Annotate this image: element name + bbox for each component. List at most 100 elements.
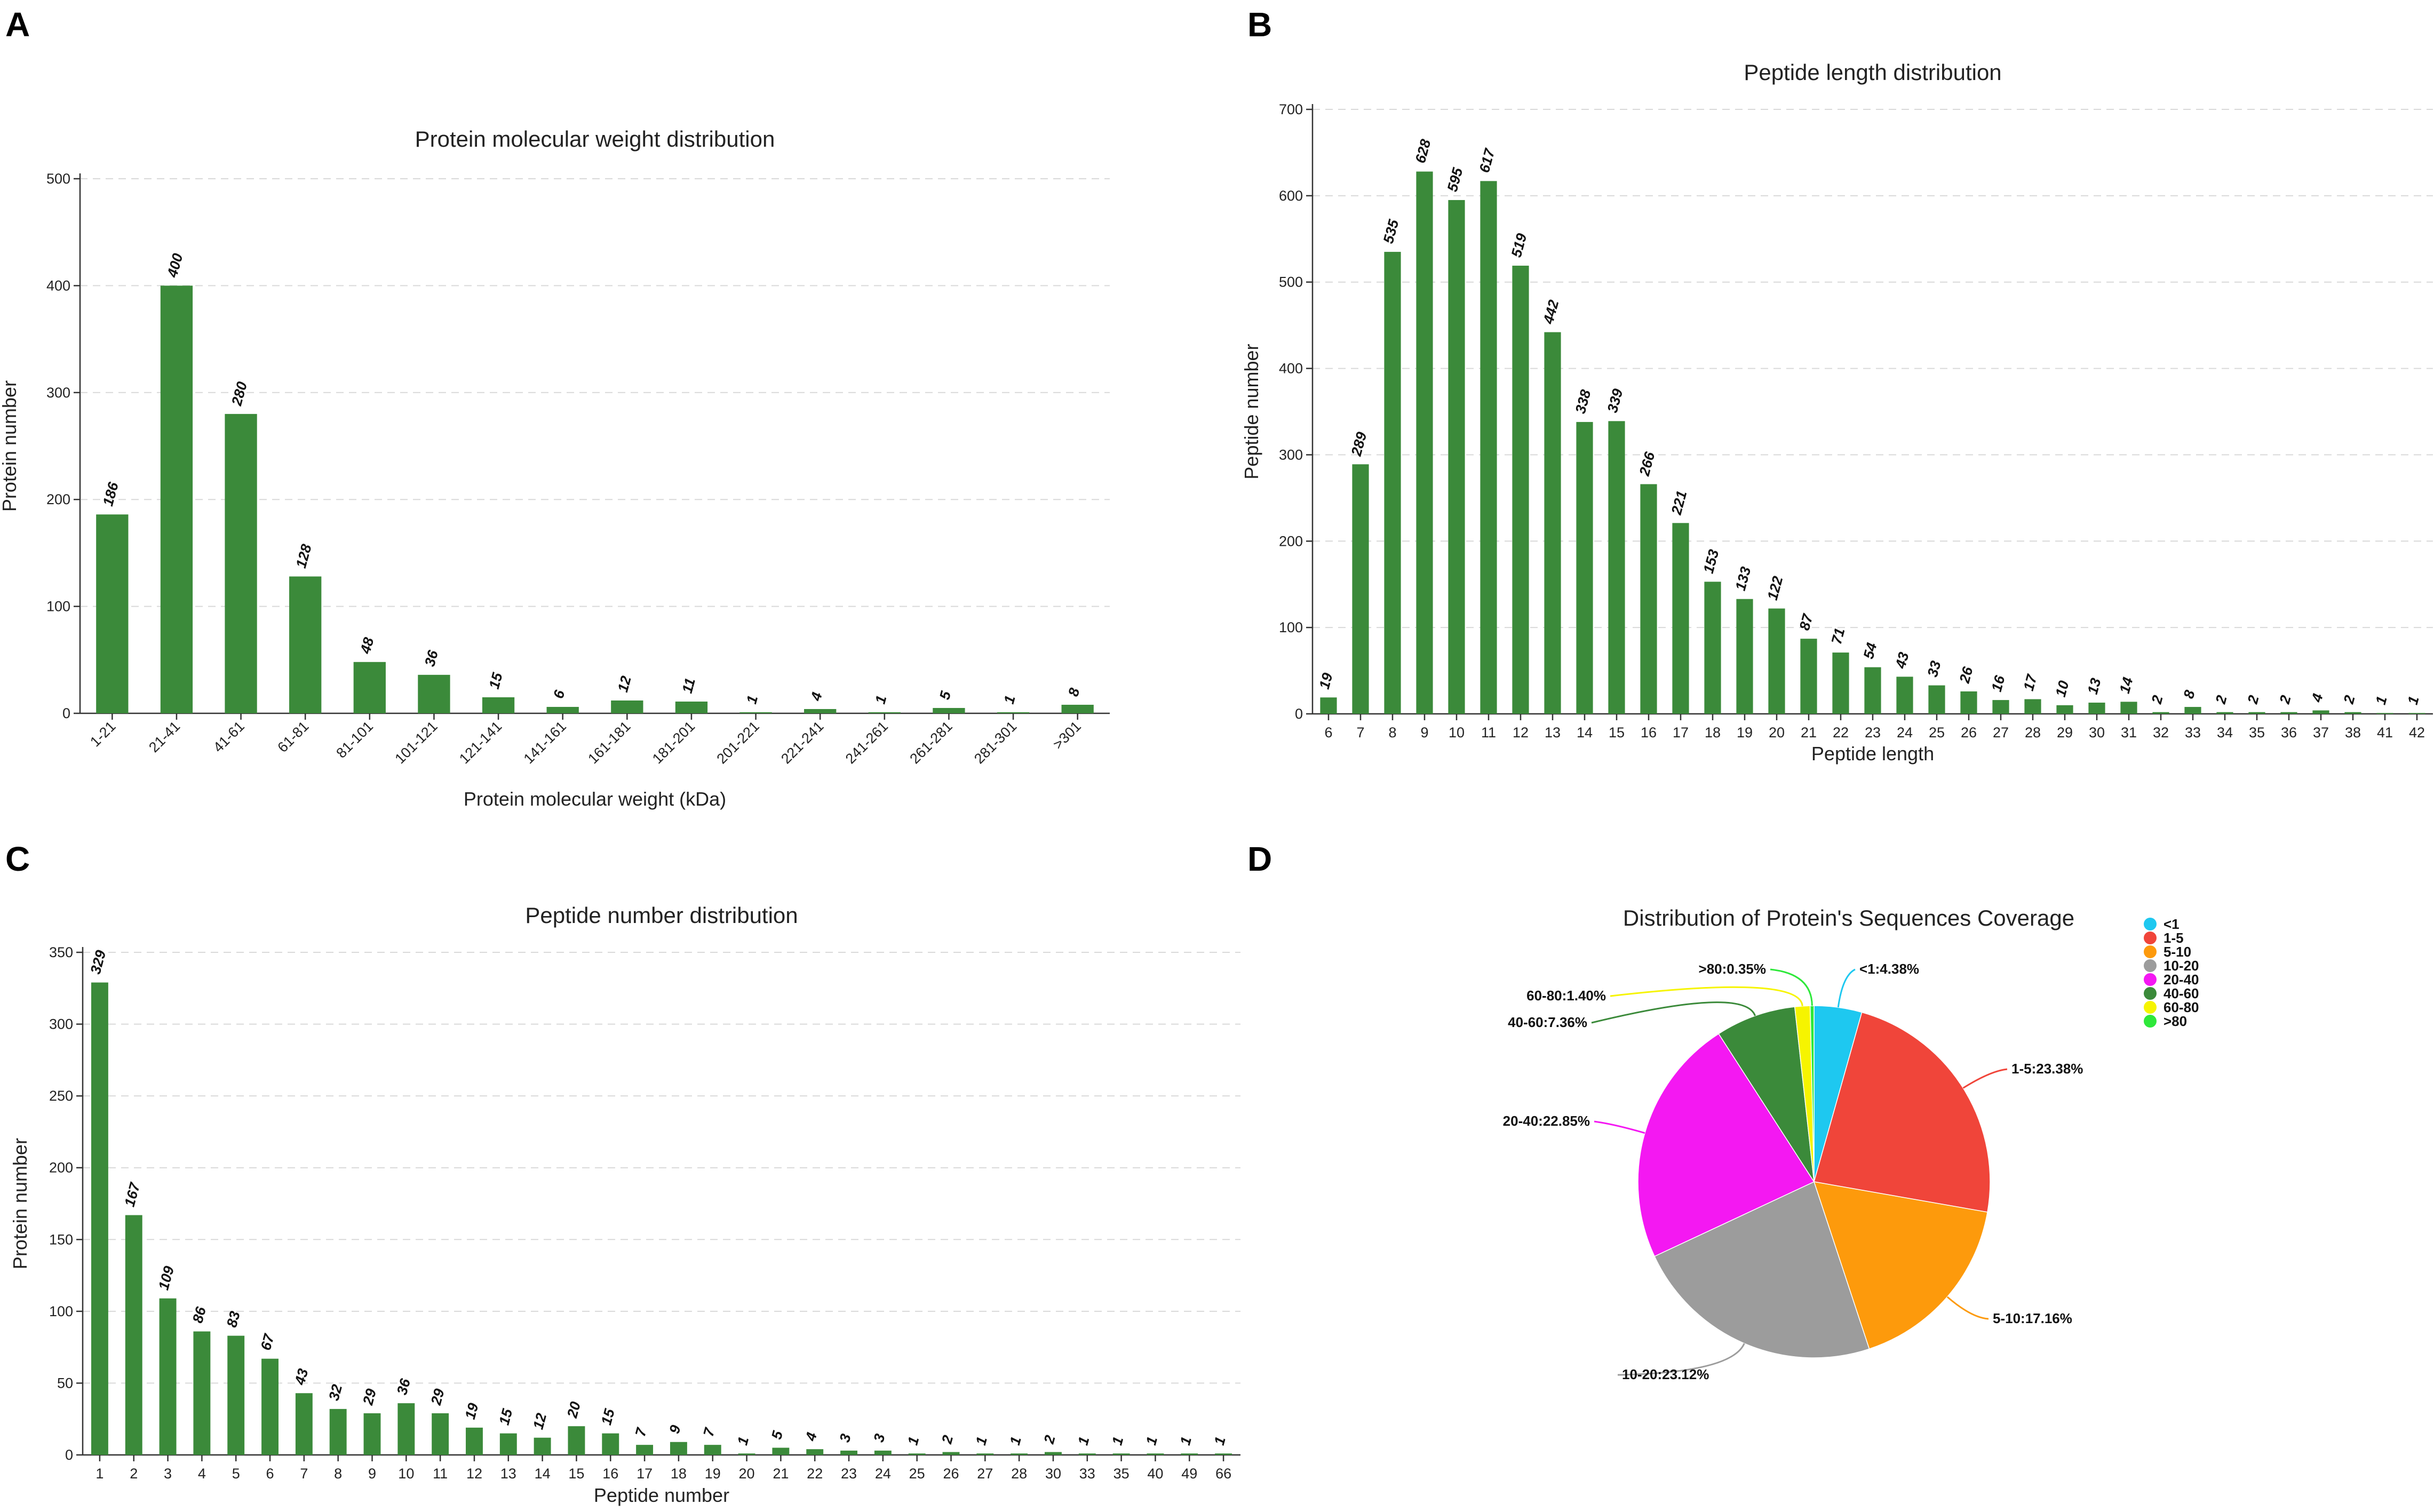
x-tick-label: 28 — [1011, 1466, 1027, 1482]
x-tick-label: 29 — [2057, 725, 2073, 741]
x-tick-label: 20 — [739, 1466, 755, 1482]
y-tick-label: 0 — [65, 1447, 73, 1463]
x-tick-label: 19 — [1737, 725, 1753, 741]
y-tick-label: 250 — [49, 1088, 73, 1104]
x-tick-label: 14 — [535, 1466, 551, 1482]
x-tick-label: 37 — [2313, 725, 2329, 741]
x-tick-label: 19 — [705, 1466, 721, 1482]
y-tick-label: 200 — [46, 491, 70, 507]
x-tick-label: 9 — [368, 1466, 376, 1482]
bar — [261, 1358, 279, 1455]
x-tick-label: 34 — [2217, 725, 2233, 741]
x-tick-label: 8 — [1388, 725, 1396, 741]
data-label: 13 — [2085, 677, 2104, 696]
bar — [1736, 599, 1753, 714]
legend-label: 10-20 — [2163, 958, 2199, 974]
bar — [1640, 484, 1657, 714]
bar — [1512, 265, 1529, 714]
legend-label: >80 — [2163, 1013, 2187, 1029]
pie-slice — [1813, 1012, 1991, 1213]
data-label: 2 — [2245, 694, 2262, 706]
data-label: 19 — [462, 1402, 482, 1421]
y-tick-label: 50 — [57, 1375, 73, 1391]
x-tick-label: 24 — [1897, 725, 1913, 741]
bar — [942, 1452, 960, 1455]
chart-title: Distribution of Protein's Sequences Cove… — [1623, 905, 2074, 930]
bar — [2088, 702, 2105, 714]
pie-slice-label: <1:4.38% — [1859, 961, 1919, 977]
bar — [397, 1403, 415, 1455]
bar — [432, 1413, 449, 1455]
bar — [2280, 712, 2297, 714]
x-tick-label: 16 — [1641, 725, 1657, 741]
data-label: 2 — [2149, 694, 2166, 706]
chart-title: Peptide length distribution — [1744, 60, 2001, 85]
pie-slice-label: 60-80:1.40% — [1526, 988, 1606, 1004]
bar — [546, 706, 579, 713]
bar — [1384, 252, 1401, 714]
x-tick-label: 24 — [875, 1466, 891, 1482]
y-tick-label: 300 — [49, 1016, 73, 1032]
x-tick-label: 10 — [398, 1466, 414, 1482]
x-tick-label: 23 — [1865, 725, 1881, 741]
y-tick-label: 300 — [1279, 447, 1303, 463]
x-tick-label: 27 — [977, 1466, 993, 1482]
bar — [534, 1437, 551, 1455]
legend-swatch — [2144, 1015, 2157, 1028]
legend-label: 5-10 — [2163, 944, 2191, 960]
bar — [1992, 700, 2009, 714]
bar — [363, 1413, 381, 1455]
pie-slice-label: 5-10:17.16% — [1993, 1310, 2072, 1326]
pie-slice-label: 20-40:22.85% — [1503, 1113, 1590, 1129]
x-axis-label: Protein molecular weight (kDa) — [464, 788, 726, 810]
bar — [1768, 608, 1785, 714]
bar — [1078, 1453, 1096, 1455]
data-label: 2 — [1041, 1434, 1059, 1446]
x-tick-label: 25 — [1929, 725, 1945, 741]
legend-label: 20-40 — [2163, 972, 2199, 988]
bar — [225, 413, 257, 713]
x-tick-label: 16 — [602, 1466, 618, 1482]
bar — [2248, 712, 2265, 714]
bar — [1181, 1453, 1198, 1455]
bar — [997, 712, 1030, 713]
pie-slice — [1718, 1006, 1815, 1182]
bar — [1011, 1453, 1028, 1455]
chart-peptide-length: Peptide length distribution 0 100 200 300 400… — [1240, 60, 2433, 765]
bar — [1215, 1453, 1232, 1455]
data-label: 1 — [1211, 1435, 1229, 1447]
data-label: 1 — [2373, 695, 2390, 706]
bar — [1112, 1453, 1130, 1455]
data-label: 1 — [1143, 1435, 1160, 1447]
bar — [868, 712, 901, 713]
bar — [1147, 1453, 1164, 1455]
x-tick-label: 36 — [2281, 725, 2297, 741]
data-label: 3 — [837, 1432, 854, 1444]
x-tick-label: 23 — [841, 1466, 857, 1482]
x-tick-label: 31 — [2121, 725, 2137, 741]
pie-slice-label: 10-20:23.12% — [1622, 1366, 1709, 1382]
x-tick-label: 27 — [1993, 725, 2009, 741]
bar — [704, 1445, 721, 1455]
data-label: 2 — [2277, 694, 2294, 706]
bar — [739, 712, 772, 713]
data-label: 1 — [904, 1435, 922, 1447]
pie-leader-line — [1591, 1001, 1756, 1024]
chart-sequence-coverage-pie: Distribution of Protein's Sequences Cove… — [1503, 905, 2199, 1382]
bar — [2184, 707, 2201, 714]
y-tick-label: 600 — [1279, 188, 1303, 204]
data-label: 1 — [1001, 694, 1019, 705]
y-tick-label: 100 — [49, 1303, 73, 1319]
data-label: 54 — [1860, 641, 1880, 660]
data-label: 8 — [1065, 686, 1083, 698]
pie-slice-label: 1-5:23.38% — [2011, 1061, 2083, 1077]
legend-swatch — [2144, 918, 2157, 930]
bar — [611, 700, 643, 713]
x-tick-label: 30 — [1045, 1466, 1061, 1482]
bar — [2408, 713, 2425, 714]
bar — [2376, 713, 2393, 714]
data-label: 1 — [1177, 1435, 1195, 1447]
x-tick-label: 6 — [266, 1466, 274, 1482]
x-tick-label: 9 — [1420, 725, 1428, 741]
